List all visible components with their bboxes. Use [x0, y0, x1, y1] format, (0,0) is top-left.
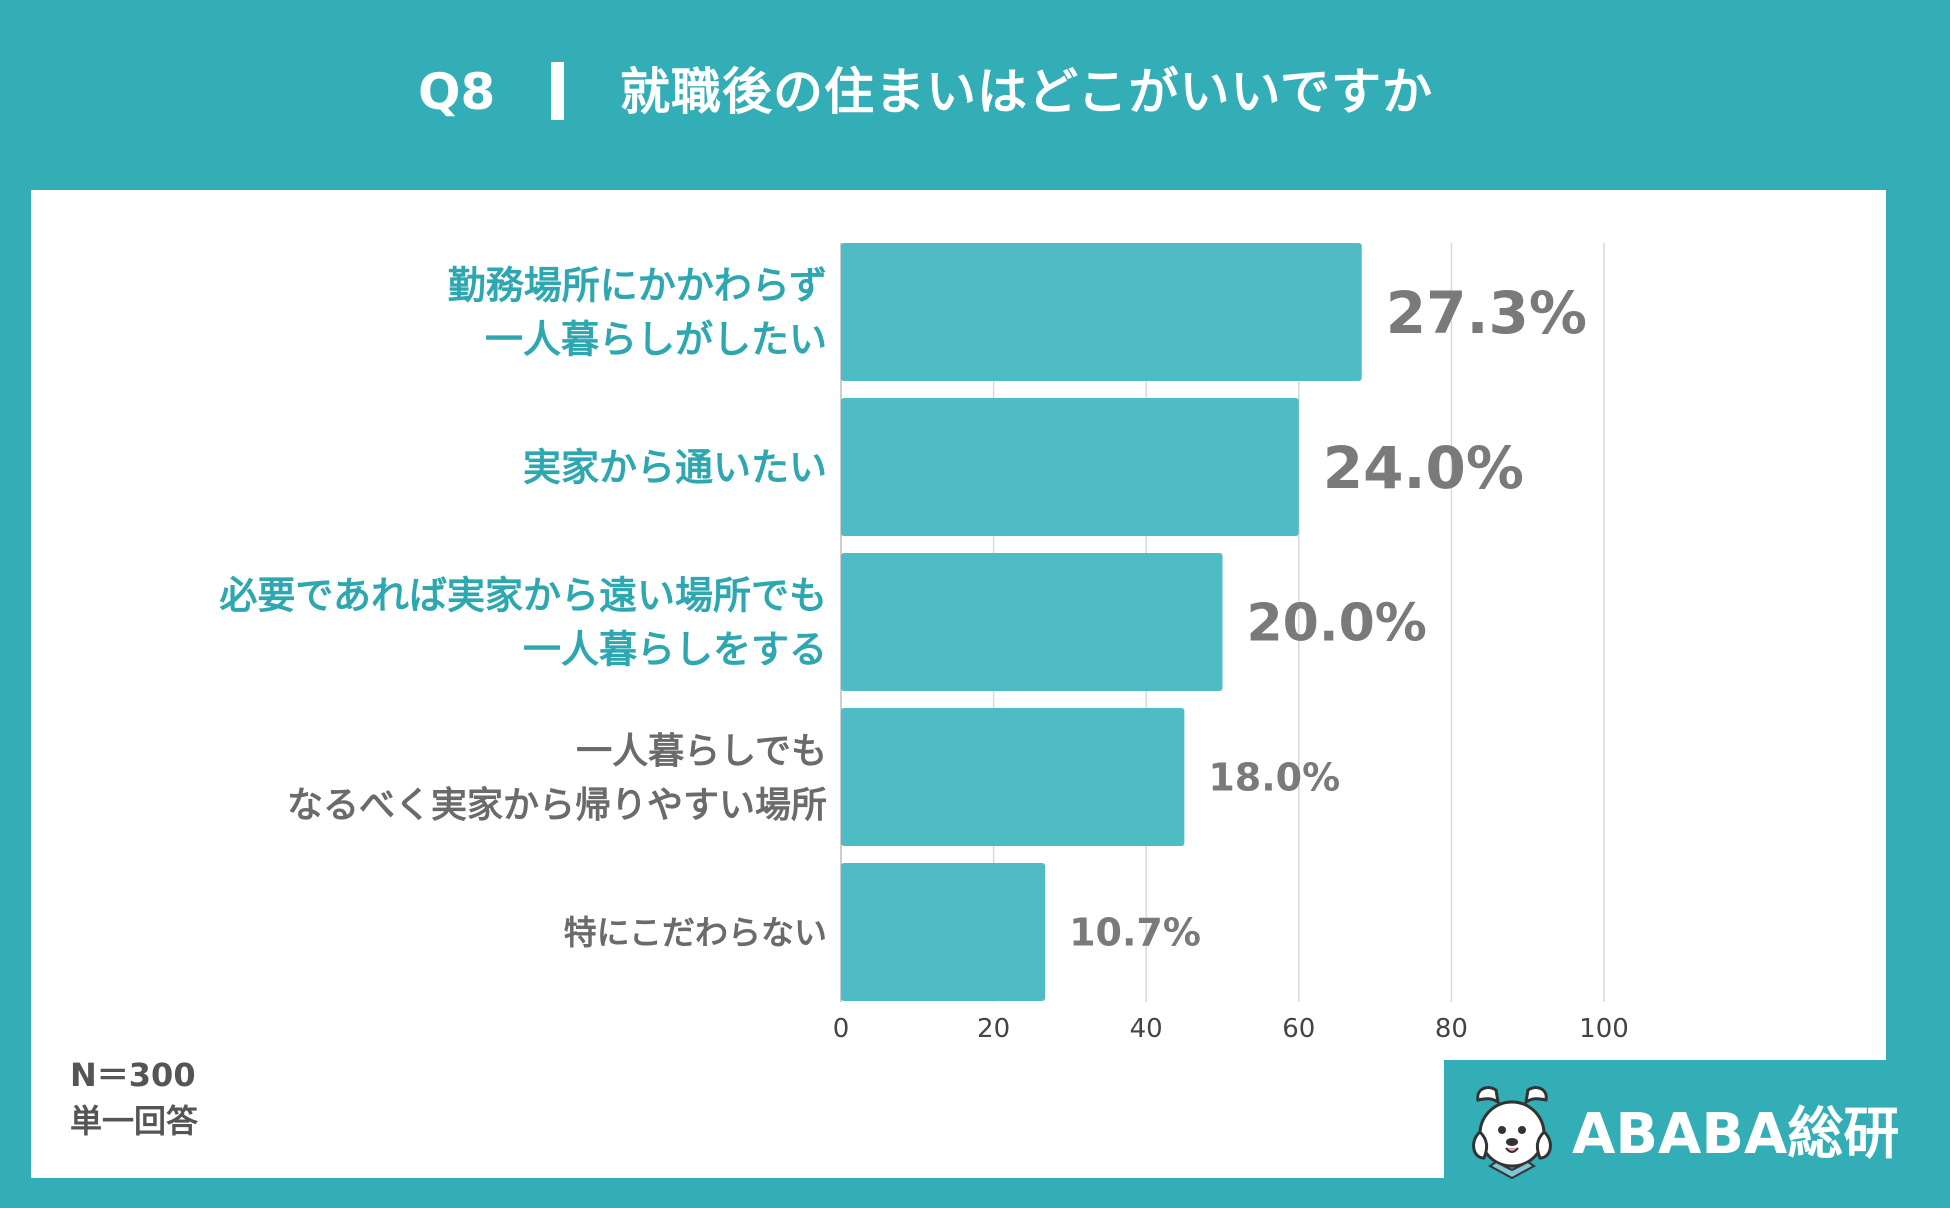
chart-panel: 0 20 40 60 80 100 27.3% 勤務場所にかかわらず一人暮らしがしたい 24.0…	[31, 190, 1886, 1178]
category-label: 一人暮らしがしたい	[485, 318, 827, 362]
category-label: 一人暮らしをする	[523, 628, 827, 672]
x-tick-label: 40	[1130, 1014, 1163, 1044]
question-number: Q8	[418, 63, 496, 121]
category-label: 勤務場所にかかわらず	[448, 264, 827, 308]
bar-value-label: 24.0%	[1323, 434, 1524, 502]
brand-name: ABABA総研	[1572, 1102, 1900, 1167]
x-tick-label: 60	[1282, 1014, 1315, 1044]
header: Q8 就職後の住まいはどこがいいですか	[0, 0, 1950, 186]
title-divider	[551, 62, 564, 120]
brand-box: ABABA総研	[1444, 1060, 1950, 1208]
x-tick-label: 20	[977, 1014, 1010, 1044]
bar	[841, 243, 1362, 381]
bar	[841, 398, 1299, 536]
x-tick-label: 0	[833, 1014, 850, 1044]
category-label: なるべく実家から帰りやすい場所	[287, 785, 827, 826]
answer-type: 単一回答	[70, 1102, 199, 1140]
survey-notes: N＝300 単一回答	[70, 1052, 198, 1144]
bar-value-label: 18.0%	[1208, 756, 1340, 800]
x-tick-label: 80	[1435, 1014, 1468, 1044]
category-label: 一人暮らしでも	[576, 731, 827, 772]
category-label: 特にこだわらない	[564, 913, 827, 952]
bar	[841, 863, 1046, 1001]
category-label: 必要であれば実家から遠い場所でも	[219, 574, 827, 618]
bar-value-label: 20.0%	[1247, 594, 1427, 654]
question-title: 就職後の住まいはどこがいいですか	[620, 63, 1433, 121]
bar	[841, 553, 1223, 691]
x-tick-label: 100	[1579, 1014, 1629, 1044]
bar-value-label: 27.3%	[1386, 279, 1587, 347]
dog-mascot-icon	[1472, 1086, 1552, 1180]
bar	[841, 708, 1185, 846]
bar-value-label: 10.7%	[1069, 911, 1201, 955]
sample-size: N＝300	[70, 1056, 196, 1094]
category-label: 実家から通いたい	[523, 446, 827, 490]
